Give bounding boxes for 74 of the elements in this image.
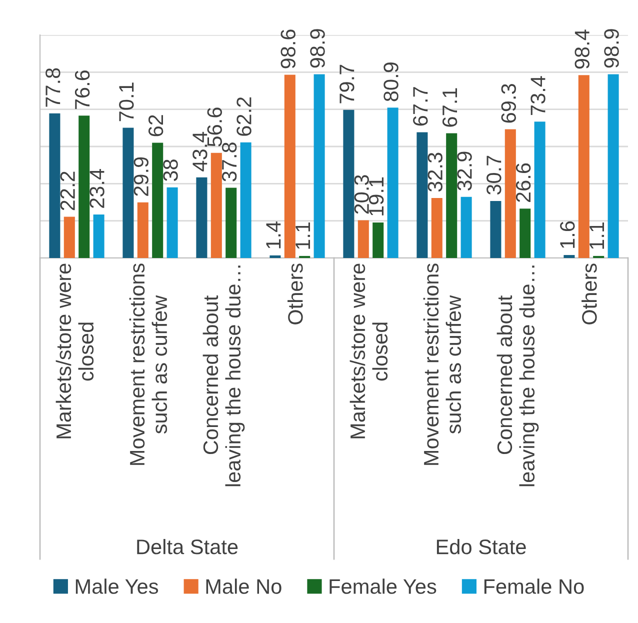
data-label: 22.2 (60, 172, 75, 210)
data-label: 1.1 (296, 222, 310, 249)
bar (504, 129, 516, 258)
data-label: 62 (148, 115, 164, 136)
data-label: 76.6 (74, 70, 90, 110)
data-label: 73.4 (530, 76, 546, 115)
data-label: 80.9 (384, 62, 398, 102)
bar (490, 200, 502, 258)
bar (137, 202, 148, 258)
legend-label: Male Yes (76, 578, 158, 594)
legend-label: Female Yes (330, 578, 436, 594)
bar (343, 110, 354, 258)
bar (520, 208, 531, 258)
data-label: 38 (163, 160, 178, 182)
x-tick-label: Concerned about leaving the house due… (202, 266, 245, 486)
data-label: 79.7 (340, 64, 354, 104)
bar (122, 128, 134, 258)
data-label: 30.7 (486, 156, 502, 195)
data-label: 37.8 (222, 142, 237, 182)
bar (64, 216, 75, 258)
bar (196, 177, 208, 258)
bar (460, 196, 472, 258)
data-label: 77.8 (46, 68, 60, 107)
x-tick-label: Others (582, 264, 597, 324)
data-label: 69.3 (501, 84, 516, 123)
data-label: 32.3 (428, 152, 442, 192)
x-tick-label: Concerned about leaving the house due… (496, 266, 539, 486)
x-tick-label: Markets/store were closed (56, 264, 94, 438)
data-label: 67.7 (413, 87, 428, 126)
data-label: 98.4 (574, 30, 590, 69)
x-tick-label: Markets/store were closed (350, 264, 388, 438)
data-label: 32.9 (457, 152, 472, 191)
data-label: 98.9 (604, 29, 619, 68)
bar (240, 142, 252, 258)
bar (93, 214, 104, 258)
bar (166, 187, 178, 258)
data-label: 20.3 (354, 175, 369, 214)
data-label: 56.6 (207, 108, 222, 146)
bar (387, 108, 398, 258)
data-label: 43.4 (192, 132, 208, 172)
data-label: 29.9 (134, 157, 148, 196)
text: Delta State (137, 538, 238, 554)
bar (578, 75, 590, 258)
bar (270, 255, 281, 258)
bar (431, 198, 442, 258)
data-label: 98.6 (280, 30, 296, 68)
bar (210, 152, 222, 258)
bar (78, 116, 90, 258)
data-label: 67.1 (442, 88, 458, 127)
data-label: 23.4 (90, 169, 104, 208)
data-label: 98.9 (310, 29, 325, 68)
data-label: 1.6 (560, 221, 575, 248)
bar (284, 74, 296, 258)
bar (226, 188, 237, 258)
data-label: 62.2 (236, 97, 252, 136)
bar (446, 133, 458, 258)
data-label: 70.1 (119, 82, 134, 122)
data-label: 1.4 (266, 221, 281, 248)
legend-label: Male No (206, 578, 282, 594)
data-label: 26.6 (516, 163, 531, 202)
bar (49, 113, 60, 258)
bar (534, 122, 546, 258)
bar (608, 74, 619, 258)
bar (564, 255, 575, 258)
data-label: 1.1 (590, 222, 604, 249)
bar (358, 220, 369, 258)
bar (416, 132, 428, 258)
bar (372, 222, 384, 258)
x-tick-label: Others (288, 264, 303, 324)
text: Edo State (436, 538, 526, 554)
bar (314, 74, 325, 258)
legend-label: Female No (484, 578, 584, 594)
bar (152, 142, 164, 258)
data-label: 19.1 (368, 177, 384, 216)
